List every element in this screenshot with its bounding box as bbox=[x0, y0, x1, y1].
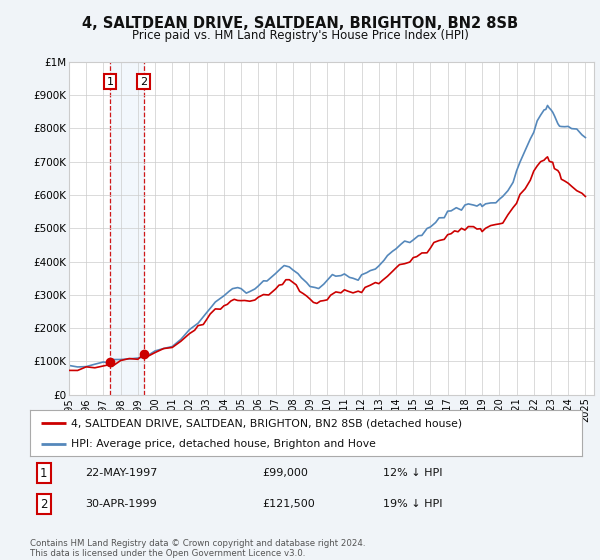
Text: Contains HM Land Registry data © Crown copyright and database right 2024.
This d: Contains HM Land Registry data © Crown c… bbox=[30, 539, 365, 558]
Text: £121,500: £121,500 bbox=[262, 499, 314, 509]
Text: 4, SALTDEAN DRIVE, SALTDEAN, BRIGHTON, BN2 8SB (detached house): 4, SALTDEAN DRIVE, SALTDEAN, BRIGHTON, B… bbox=[71, 418, 463, 428]
Text: 2: 2 bbox=[40, 497, 47, 511]
Text: Price paid vs. HM Land Registry's House Price Index (HPI): Price paid vs. HM Land Registry's House … bbox=[131, 29, 469, 41]
Text: 12% ↓ HPI: 12% ↓ HPI bbox=[383, 468, 443, 478]
Text: 1: 1 bbox=[40, 466, 47, 480]
Text: 4, SALTDEAN DRIVE, SALTDEAN, BRIGHTON, BN2 8SB: 4, SALTDEAN DRIVE, SALTDEAN, BRIGHTON, B… bbox=[82, 16, 518, 31]
Text: 22-MAY-1997: 22-MAY-1997 bbox=[85, 468, 158, 478]
Text: 2: 2 bbox=[140, 77, 147, 87]
Text: £99,000: £99,000 bbox=[262, 468, 308, 478]
Text: 1: 1 bbox=[107, 77, 113, 87]
Bar bbox=[110, 62, 143, 395]
Text: 30-APR-1999: 30-APR-1999 bbox=[85, 499, 157, 509]
Text: HPI: Average price, detached house, Brighton and Hove: HPI: Average price, detached house, Brig… bbox=[71, 438, 376, 449]
Text: 19% ↓ HPI: 19% ↓ HPI bbox=[383, 499, 443, 509]
